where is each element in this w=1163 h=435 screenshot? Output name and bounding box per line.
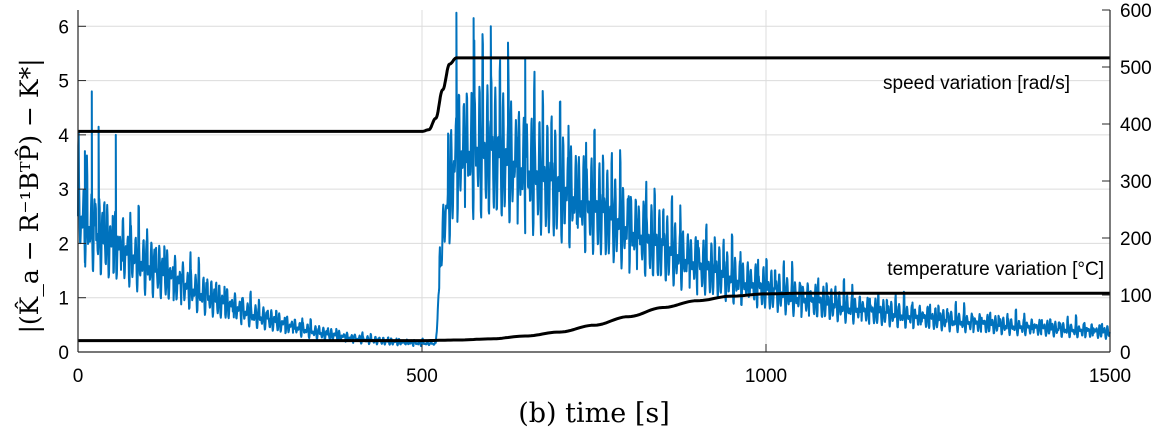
series-reference-2 <box>78 291 1110 343</box>
series-layer <box>77 11 1111 348</box>
y-right-tick-label-2: 200 <box>1120 229 1152 250</box>
y-right-tick-label-0: 0 <box>1120 343 1131 364</box>
y-left-tick-label-6: 6 <box>58 17 69 38</box>
y-left-tick-label-1: 1 <box>58 289 69 310</box>
y-right-tick-label-4: 400 <box>1120 115 1152 136</box>
x-tick-label-2: 1000 <box>745 366 787 387</box>
series-reference-1 <box>78 56 1110 133</box>
annotation-temperature: temperature variation [°C] <box>887 259 1104 280</box>
y-left-tick-label-3: 3 <box>58 180 69 201</box>
y-left-tick-label-2: 2 <box>58 234 69 255</box>
series-error-line <box>77 11 1111 348</box>
y-right-tick-label-5: 500 <box>1120 58 1152 79</box>
y-right-tick-label-3: 300 <box>1120 172 1152 193</box>
x-tick-label-3: 1500 <box>1089 366 1131 387</box>
x-tick-label-1: 500 <box>406 366 438 387</box>
y-axis-label: |(K̂_a − R⁻¹BᵀP̂) − K*| <box>15 58 45 333</box>
y-left-tick-label-4: 4 <box>58 126 69 147</box>
x-tick-label-0: 0 <box>73 366 84 387</box>
annotation-layer: speed variation [rad/s] temperature vari… <box>883 73 1104 280</box>
x-axis-label: (b) time [s] <box>518 398 670 429</box>
y-left-tick-label-5: 5 <box>58 72 69 93</box>
y-right-tick-label-6: 600 <box>1120 1 1152 22</box>
y-left-tick-label-0: 0 <box>58 343 69 364</box>
y-right-tick-label-1: 100 <box>1120 286 1152 307</box>
annotation-speed: speed variation [rad/s] <box>883 73 1070 94</box>
